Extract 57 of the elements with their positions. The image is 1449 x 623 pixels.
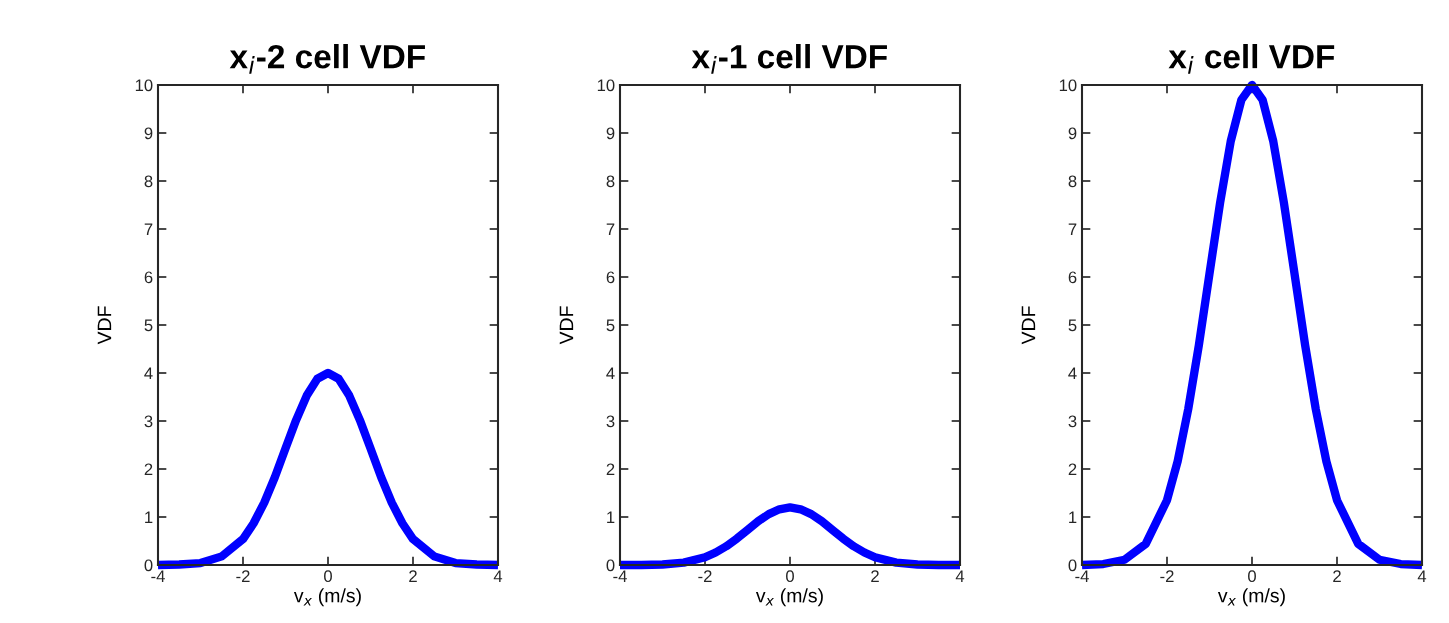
y-tick-label: 10	[135, 79, 153, 92]
x-tick-label: -2	[1160, 570, 1174, 582]
y-axis-title: VDF	[1021, 306, 1036, 345]
y-tick-label: 3	[606, 415, 615, 428]
y-tick-label: 10	[1059, 79, 1077, 92]
y-tick-label: 8	[1068, 175, 1077, 188]
y-axis-title: VDF	[97, 306, 112, 345]
y-tick-label: 10	[597, 79, 615, 92]
y-tick-label: 0	[1068, 559, 1077, 572]
y-tick-label: 1	[607, 511, 615, 524]
y-tick-label: 7	[1068, 223, 1077, 236]
y-tick-label: 0	[144, 559, 153, 572]
y-tick-label: 4	[1068, 367, 1077, 380]
x-tick-label: 2	[1333, 570, 1341, 582]
y-tick-label: 3	[144, 415, 153, 428]
y-axis-title: VDF	[559, 306, 574, 345]
x-tick-label: 4	[1417, 570, 1427, 582]
x-tick-label: 2	[871, 570, 879, 582]
x-axis-title: v$_{x}$ (m/s)	[293, 588, 361, 607]
chart-title: x$_{i}$-2 cell VDF	[229, 44, 425, 74]
y-tick-label: 3	[1068, 415, 1077, 428]
x-tick-label: 4	[955, 570, 965, 582]
y-tick-label: 0	[606, 559, 615, 572]
y-tick-label: 8	[606, 175, 615, 188]
y-tick-label: 6	[144, 271, 153, 284]
x-tick-label: 0	[1248, 570, 1256, 583]
x-tick-label: 2	[409, 570, 417, 582]
y-tick-label: 9	[1068, 127, 1077, 140]
y-tick-label: 4	[606, 367, 615, 380]
x-tick-label: 0	[786, 570, 794, 583]
x-tick-label: -2	[236, 570, 250, 582]
y-tick-label: 9	[606, 127, 615, 140]
x-axis-title: v$_{x}$ (m/s)	[755, 588, 823, 607]
y-tick-label: 1	[145, 511, 153, 524]
y-tick-label: 2	[1068, 463, 1077, 476]
y-tick-label: 6	[606, 271, 615, 284]
chart-title: x$_{i}$ cell VDF	[1168, 44, 1335, 74]
x-tick-label: -4	[151, 570, 165, 582]
x-tick-label: -4	[613, 570, 627, 582]
y-tick-label: 9	[144, 127, 153, 140]
x-tick-label: -4	[1075, 570, 1089, 582]
y-tick-label: 5	[144, 319, 153, 332]
y-tick-label: 5	[606, 319, 615, 332]
x-axis-title: v$_{x}$ (m/s)	[1217, 588, 1285, 607]
y-tick-label: 7	[606, 223, 615, 236]
y-tick-label: 2	[144, 463, 153, 476]
y-tick-label: 1	[1069, 511, 1077, 524]
x-tick-label: 0	[324, 570, 332, 583]
x-tick-label: 4	[493, 570, 503, 582]
chart-title: x$_{i}$-1 cell VDF	[691, 44, 887, 74]
y-tick-label: 4	[144, 367, 153, 380]
y-tick-label: 5	[1068, 319, 1077, 332]
y-tick-label: 2	[606, 463, 615, 476]
y-tick-label: 8	[144, 175, 153, 188]
y-tick-label: 7	[144, 223, 153, 236]
y-tick-label: 6	[1068, 271, 1077, 284]
x-tick-label: -2	[698, 570, 712, 582]
